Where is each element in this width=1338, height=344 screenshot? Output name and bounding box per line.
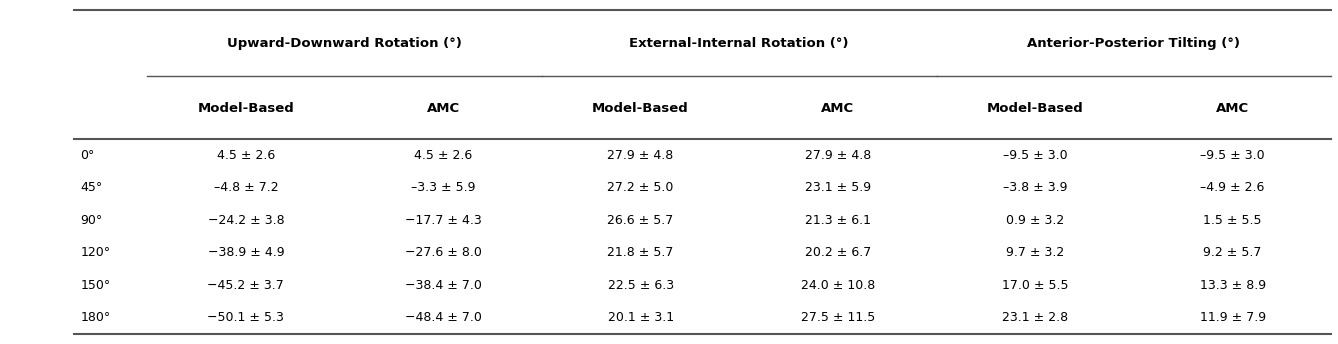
Text: Upward-Downward Rotation (°): Upward-Downward Rotation (°) xyxy=(227,36,462,50)
Text: −17.7 ± 4.3: −17.7 ± 4.3 xyxy=(405,214,482,227)
Text: 0°: 0° xyxy=(80,149,95,162)
Text: 26.6 ± 5.7: 26.6 ± 5.7 xyxy=(607,214,674,227)
Text: –9.5 ± 3.0: –9.5 ± 3.0 xyxy=(1200,149,1264,162)
Text: 90°: 90° xyxy=(80,214,103,227)
Text: 180°: 180° xyxy=(80,311,111,324)
Text: AMC: AMC xyxy=(822,102,855,115)
Text: 0.9 ± 3.2: 0.9 ± 3.2 xyxy=(1006,214,1065,227)
Text: –3.8 ± 3.9: –3.8 ± 3.9 xyxy=(1004,181,1068,194)
Text: 23.1 ± 2.8: 23.1 ± 2.8 xyxy=(1002,311,1068,324)
Text: 11.9 ± 7.9: 11.9 ± 7.9 xyxy=(1200,311,1266,324)
Text: 9.2 ± 5.7: 9.2 ± 5.7 xyxy=(1203,246,1262,259)
Text: 24.0 ± 10.8: 24.0 ± 10.8 xyxy=(801,279,875,292)
Text: Model-Based: Model-Based xyxy=(987,102,1084,115)
Text: –4.9 ± 2.6: –4.9 ± 2.6 xyxy=(1200,181,1264,194)
Text: 22.5 ± 6.3: 22.5 ± 6.3 xyxy=(607,279,673,292)
Text: 27.9 ± 4.8: 27.9 ± 4.8 xyxy=(607,149,674,162)
Text: −24.2 ± 3.8: −24.2 ± 3.8 xyxy=(207,214,284,227)
Text: −50.1 ± 5.3: −50.1 ± 5.3 xyxy=(207,311,284,324)
Text: −38.4 ± 7.0: −38.4 ± 7.0 xyxy=(405,279,482,292)
Text: 150°: 150° xyxy=(80,279,111,292)
Text: AMC: AMC xyxy=(427,102,460,115)
Text: 45°: 45° xyxy=(80,181,103,194)
Text: AMC: AMC xyxy=(1216,102,1250,115)
Text: 27.2 ± 5.0: 27.2 ± 5.0 xyxy=(607,181,674,194)
Text: 27.9 ± 4.8: 27.9 ± 4.8 xyxy=(804,149,871,162)
Text: 120°: 120° xyxy=(80,246,111,259)
Text: 1.5 ± 5.5: 1.5 ± 5.5 xyxy=(1203,214,1262,227)
Text: –4.8 ± 7.2: –4.8 ± 7.2 xyxy=(214,181,278,194)
Text: −38.9 ± 4.9: −38.9 ± 4.9 xyxy=(207,246,284,259)
Text: 4.5 ± 2.6: 4.5 ± 2.6 xyxy=(217,149,276,162)
Text: 20.1 ± 3.1: 20.1 ± 3.1 xyxy=(607,311,673,324)
Text: 23.1 ± 5.9: 23.1 ± 5.9 xyxy=(805,181,871,194)
Text: 21.8 ± 5.7: 21.8 ± 5.7 xyxy=(607,246,674,259)
Text: –3.3 ± 5.9: –3.3 ± 5.9 xyxy=(411,181,475,194)
Text: 17.0 ± 5.5: 17.0 ± 5.5 xyxy=(1002,279,1069,292)
Text: 13.3 ± 8.9: 13.3 ± 8.9 xyxy=(1200,279,1266,292)
Text: Model-Based: Model-Based xyxy=(593,102,689,115)
Text: −45.2 ± 3.7: −45.2 ± 3.7 xyxy=(207,279,284,292)
Text: Anterior-Posterior Tilting (°): Anterior-Posterior Tilting (°) xyxy=(1028,36,1240,50)
Text: −27.6 ± 8.0: −27.6 ± 8.0 xyxy=(405,246,482,259)
Text: 21.3 ± 6.1: 21.3 ± 6.1 xyxy=(805,214,871,227)
Text: –9.5 ± 3.0: –9.5 ± 3.0 xyxy=(1004,149,1068,162)
Text: 20.2 ± 6.7: 20.2 ± 6.7 xyxy=(804,246,871,259)
Text: External-Internal Rotation (°): External-Internal Rotation (°) xyxy=(629,36,850,50)
Text: −48.4 ± 7.0: −48.4 ± 7.0 xyxy=(405,311,482,324)
Text: Model-Based: Model-Based xyxy=(198,102,294,115)
Text: 27.5 ± 11.5: 27.5 ± 11.5 xyxy=(801,311,875,324)
Text: 4.5 ± 2.6: 4.5 ± 2.6 xyxy=(413,149,472,162)
Text: 9.7 ± 3.2: 9.7 ± 3.2 xyxy=(1006,246,1065,259)
